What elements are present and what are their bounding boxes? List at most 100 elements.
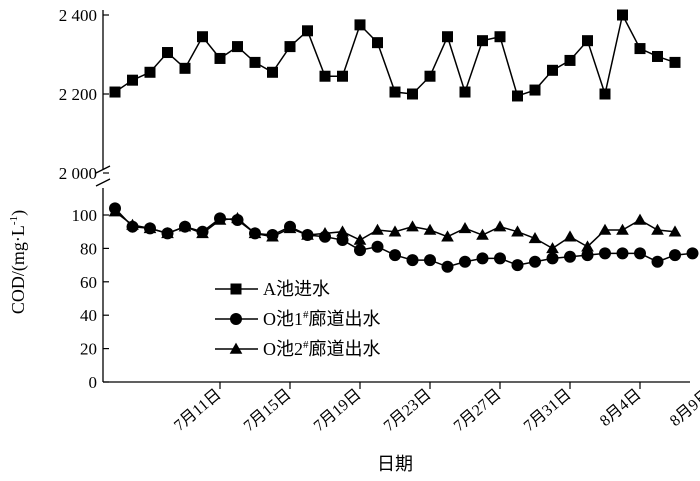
series-3-point (668, 225, 682, 237)
series-3-point (143, 222, 157, 234)
series-2-point (686, 247, 699, 260)
series-2-point (651, 255, 664, 268)
x-tick-label: 7月27日 (451, 386, 505, 435)
series-1-point (634, 43, 646, 55)
series-3-point (616, 223, 629, 235)
series-1-point (669, 56, 681, 68)
upper-y-axis: 2 000 2 200 2 400 (59, 6, 109, 183)
legend-marker-2 (230, 313, 242, 325)
series-3-point (528, 232, 542, 244)
series-2-point (441, 260, 454, 273)
series-3-point (231, 212, 244, 224)
series-1-point (547, 64, 558, 76)
series-2-point (564, 250, 576, 263)
x-tick-label: 7月19日 (311, 386, 365, 435)
lower-y-tick-label: 0 (89, 373, 98, 392)
legend-label-name: A池进水 (263, 279, 330, 299)
series-1-point (389, 86, 401, 98)
series-2-point (336, 234, 349, 247)
series-2-point (371, 240, 384, 253)
series-2-point (476, 252, 489, 265)
y-axis-label: COD/(mg·L-1) (8, 210, 29, 314)
legend-label-superscript: # (303, 339, 309, 351)
legend-label-superscript: # (303, 309, 309, 321)
series-1-point (652, 50, 663, 62)
series-3-point (458, 222, 472, 234)
series-2-point (494, 252, 506, 265)
series-1-point (127, 74, 138, 86)
series-3-point (371, 223, 384, 235)
lower-y-axis: 0 20 40 60 80 100 (72, 206, 109, 392)
series-1-point (284, 41, 296, 53)
series-1-point (372, 37, 383, 49)
series-3-point (388, 225, 402, 237)
series-3-point (126, 218, 139, 230)
x-tick-label: 7月23日 (381, 386, 435, 435)
series-1-point (162, 47, 173, 59)
series-3-point (563, 230, 577, 242)
series-3-point (406, 220, 419, 232)
legend-label-1: A池进水 (263, 279, 330, 299)
series-3-point (318, 227, 332, 239)
series-3-point (336, 225, 349, 237)
lower-y-tick-label: 20 (80, 340, 97, 359)
legend-label-name: O池2 (263, 339, 303, 359)
series-3 (108, 205, 682, 254)
series-3-point (598, 223, 612, 235)
series-1-point (267, 66, 278, 78)
series-2-point (529, 255, 541, 268)
series-1-point (337, 70, 348, 82)
series-1-point (407, 88, 418, 100)
x-tick-label: 7月15日 (241, 386, 295, 435)
series-2-point (406, 254, 419, 267)
series-3-point (423, 223, 437, 235)
series-3-point (266, 230, 279, 242)
series-3-point (493, 220, 507, 232)
x-tick-label: 7月31日 (521, 386, 575, 435)
axis-break-mark-top (95, 165, 111, 174)
series-1-point (214, 52, 226, 64)
x-tick-label: 8月9日 (667, 386, 700, 430)
series-3-point (581, 240, 594, 252)
legend-marker-3 (229, 342, 243, 354)
series-3-point (248, 227, 262, 239)
series-2-line (114, 207, 693, 268)
series-2-point (634, 247, 646, 260)
series-3-point (161, 227, 174, 239)
series-3-point (196, 227, 209, 239)
series-1-point (582, 35, 593, 47)
upper-y-tick-label: 2 000 (59, 164, 97, 183)
series-3-point (213, 213, 227, 225)
series-1-point (197, 31, 208, 43)
legend-label-name: O池1 (263, 309, 303, 329)
lower-y-tick-label: 100 (72, 206, 98, 225)
axis-break-mark-bottom (95, 178, 111, 187)
series-1-point (232, 41, 243, 53)
series-1-point (249, 56, 261, 68)
series-1-point (442, 31, 453, 43)
series-3-point (546, 242, 559, 254)
series-3-point (511, 225, 524, 237)
series-1-point (599, 88, 611, 100)
series-1-point (564, 54, 576, 66)
series-1-point (144, 66, 156, 78)
axes (95, 10, 690, 383)
series-1 (109, 9, 681, 102)
series-1-point (617, 9, 628, 21)
x-axis: 7月11日 7月15日 7月19日 7月23日 7月27日 7月31日 8月4日 8月9日 (171, 382, 700, 435)
series-1-point (512, 90, 523, 102)
x-axis-label: 日期 (377, 454, 413, 474)
y-axis-label-main: COD/(mg·L (8, 225, 29, 314)
series-2-point (669, 249, 681, 262)
series-3-point (353, 233, 367, 245)
series-2-point (546, 252, 559, 265)
legend-marker-1 (230, 283, 242, 295)
series-2-point (459, 255, 471, 268)
series-3-point (178, 220, 192, 232)
y-axis-label-close: ) (8, 210, 29, 216)
legend-label-rest: 廊道出水 (309, 339, 381, 359)
series-layer (108, 9, 699, 273)
series-1-point (302, 25, 313, 37)
series-3-point (476, 228, 489, 240)
